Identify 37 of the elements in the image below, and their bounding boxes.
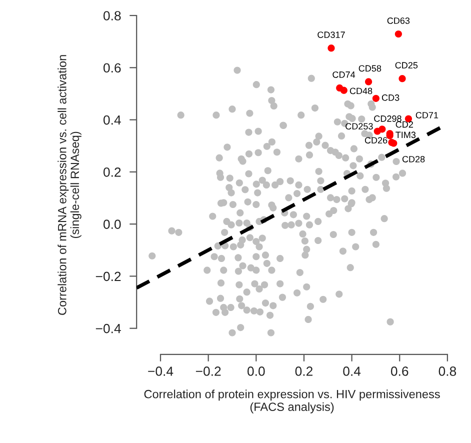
annotation: CD26	[364, 137, 388, 144]
annotation: CD48	[350, 88, 372, 94]
y-tick-label: 0.6	[103, 63, 121, 73]
y-tick-label: −0.4	[96, 324, 121, 334]
annotation: CD71	[416, 112, 438, 118]
annotation: CD2	[396, 121, 413, 128]
annotation: CD253	[346, 123, 373, 130]
point	[374, 128, 381, 135]
point	[340, 86, 348, 94]
annotation: CD3	[382, 94, 400, 101]
annotation: CD298	[374, 115, 402, 122]
y-tick-label: 0.4	[103, 115, 121, 125]
point	[328, 44, 335, 52]
x-tick-label: 0.4	[343, 366, 361, 376]
annotation: CD74	[332, 71, 356, 78]
x-tick-label: 0.8	[438, 366, 456, 376]
annotation: CD317	[318, 32, 345, 38]
y-tick-label: 0.0	[103, 220, 121, 229]
point	[398, 75, 406, 82]
annotation: CD28	[402, 156, 425, 162]
point	[365, 78, 372, 86]
annotation: TIM3	[396, 132, 416, 138]
x-tick-label: 0.0	[247, 366, 265, 376]
x-axis-title: Correlation of protein expression vs. HIV permissiveness (FACS analysis)	[144, 390, 440, 414]
x-tick-label: −0.2	[196, 366, 221, 376]
annotation: CD25	[395, 62, 418, 68]
x-tick-label: 0.2	[295, 366, 312, 376]
point	[394, 30, 402, 38]
point	[372, 94, 380, 102]
y-tick-label: −0.2	[96, 272, 121, 282]
x-tick-label: −0.4	[148, 366, 174, 376]
y-axis-title: Correlation of mRNA expression vs. cell activation (single-cell RNAseq)	[58, 55, 82, 315]
y-tick-label: 0.2	[103, 167, 121, 177]
annotation: CD58	[358, 65, 382, 72]
x-tick-label: 0.6	[390, 366, 408, 376]
annotation: CD63	[387, 18, 410, 24]
y-tick-label: 0.8	[103, 11, 121, 20]
